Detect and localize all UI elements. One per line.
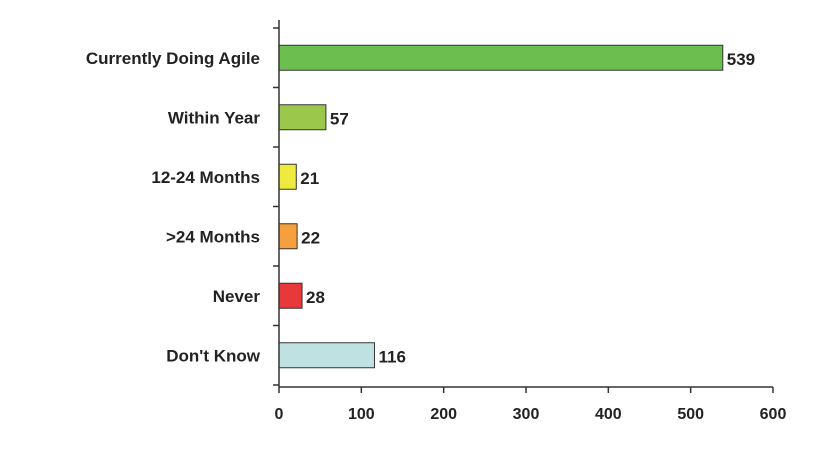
axes xyxy=(273,20,774,393)
category-label-2: Within Year xyxy=(168,108,260,127)
value-label-1: 539 xyxy=(727,50,755,69)
x-tick-label-0: 0 xyxy=(275,406,284,423)
value-label-4: 22 xyxy=(301,228,320,247)
bar-1 xyxy=(278,44,724,71)
category-label-6: Don't Know xyxy=(166,346,261,365)
value-label-3: 21 xyxy=(300,169,319,188)
x-tick-label-4: 400 xyxy=(595,406,622,423)
bar-6 xyxy=(278,342,376,369)
x-tick-label-1: 100 xyxy=(348,406,375,423)
value-label-5: 28 xyxy=(306,288,325,307)
category-label-1: Currently Doing Agile xyxy=(86,49,260,68)
x-tick-labels: 0 100 200 300 400 500 600 xyxy=(275,406,787,423)
value-labels: 539 57 21 22 28 116 xyxy=(300,50,755,367)
category-label-3: 12-24 Months xyxy=(151,168,260,187)
bar-5 xyxy=(278,282,303,309)
category-label-5: Never xyxy=(213,287,261,306)
category-labels: Currently Doing Agile Within Year 12-24 Mo… xyxy=(86,49,261,366)
bars-group xyxy=(278,44,724,369)
bar-3 xyxy=(278,163,297,190)
value-label-6: 116 xyxy=(379,347,406,366)
bar-4 xyxy=(278,223,298,250)
value-label-2: 57 xyxy=(330,109,349,128)
x-tick-label-2: 200 xyxy=(430,406,457,423)
x-tick-label-3: 300 xyxy=(513,406,540,423)
bar-2 xyxy=(278,104,327,131)
x-tick-label-5: 500 xyxy=(677,406,704,423)
category-label-4: >24 Months xyxy=(166,227,260,246)
x-tick-label-6: 600 xyxy=(760,406,787,423)
